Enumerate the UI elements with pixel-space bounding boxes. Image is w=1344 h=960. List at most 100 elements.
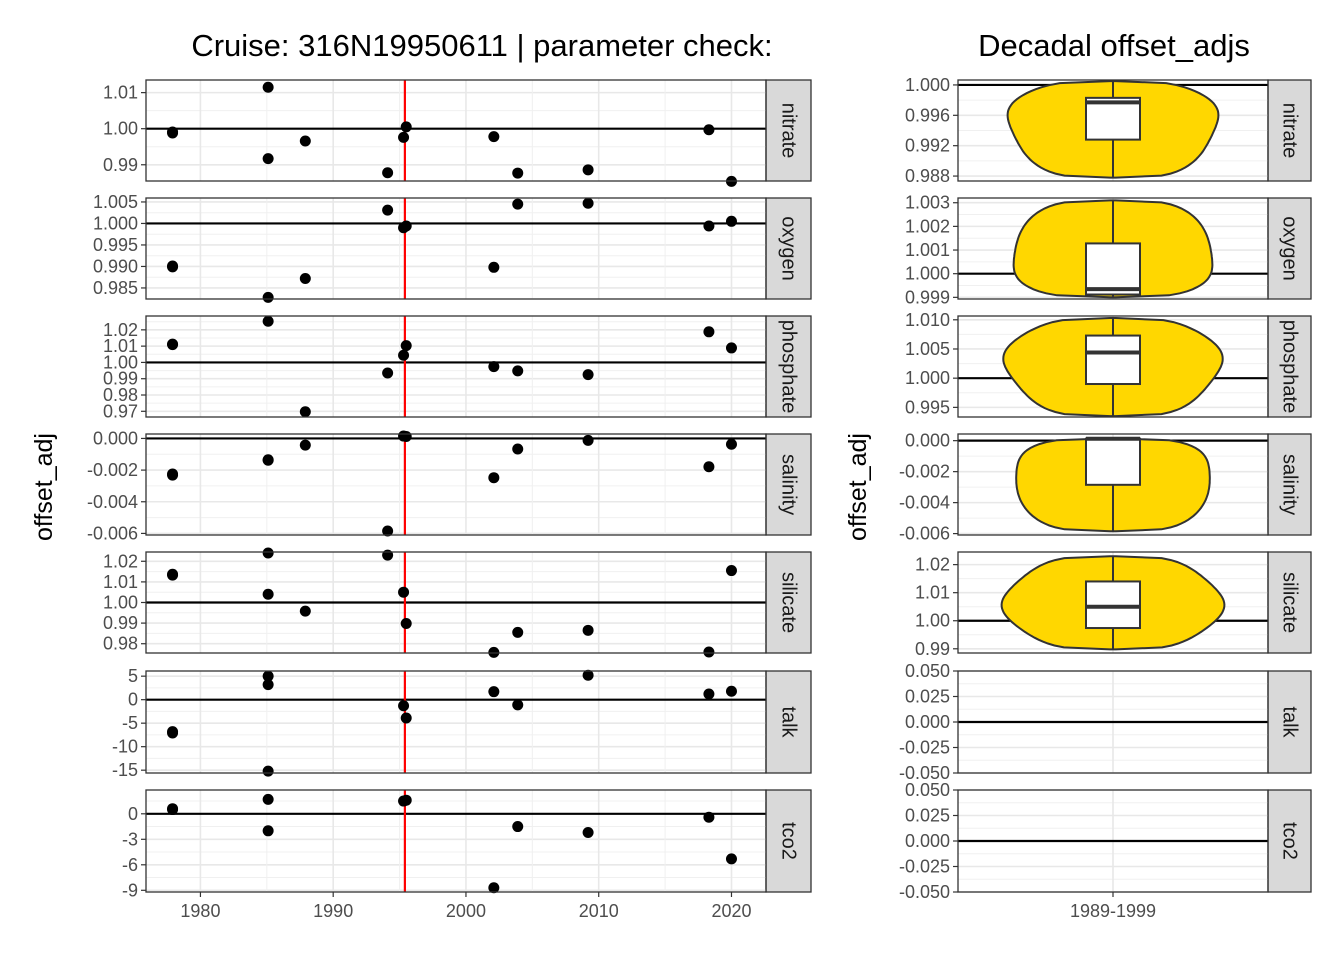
right-oxygen-y-tick-label: 0.999: [905, 287, 950, 307]
left-salinity-y-tick-label: -0.002: [87, 460, 138, 480]
left-salinity-data-point: [262, 454, 274, 466]
left-talk-panel-border: [145, 670, 767, 774]
right-oxygen-y-tick-label: 1.002: [905, 216, 950, 236]
left-talk-data-point: [262, 670, 274, 682]
right-talk-y-tick-label: 0.000: [905, 712, 950, 732]
left-facet-silicate: silicate 0.980.991.001.011.02: [103, 547, 812, 658]
left-x-tick-label: 1980: [180, 901, 220, 921]
left-nitrate-y-tick-label: 1.01: [103, 83, 138, 103]
left-y-axis-label: offset_adj: [30, 433, 58, 541]
left-talk-data-point: [398, 700, 410, 712]
right-talk-y-tick-label: 0.025: [905, 687, 950, 707]
right-silicate-panel-border: [957, 551, 1269, 654]
left-x-tick-label: 2020: [711, 901, 751, 921]
right-phosphate-panel-border: [957, 315, 1269, 418]
left-nitrate-data-point: [299, 135, 311, 147]
right-oxygen-y-tick-label: 1.001: [905, 240, 950, 260]
left-talk-data-point: [512, 699, 524, 711]
left-oxygen-y-tick-label: 1.000: [93, 213, 138, 233]
left-talk-y-tick-label: 5: [128, 666, 138, 686]
left-nitrate-data-point: [262, 153, 274, 165]
right-silicate-y-tick-label: 0.99: [915, 639, 950, 659]
left-talk-y-tick-label: -5: [122, 713, 138, 733]
left-phosphate-y-tick-label: 1.02: [103, 320, 138, 340]
left-phosphate-panel-border: [145, 315, 767, 418]
left-oxygen-strip: [765, 197, 812, 300]
right-facet-salinity: salinity -0.006 -0.004 -0.002 0.000: [899, 431, 1312, 544]
right-nitrate-y-tick-label: 0.992: [905, 136, 950, 156]
left-facet-tco2: tco2 -9 -6 -3 0: [122, 789, 812, 900]
left-phosphate-y-tick-label: 0.99: [103, 369, 138, 389]
left-talk-data-point: [488, 686, 500, 698]
left-phosphate-y-tick-label: 1.01: [103, 336, 138, 356]
left-silicate-data-point: [398, 586, 410, 598]
left-talk-strip-label: talk: [778, 706, 800, 738]
left-oxygen-y-tick-label: 0.985: [93, 278, 138, 298]
left-tco2-data-point: [167, 804, 179, 816]
left-talk-y-tick-label: -10: [112, 737, 138, 757]
left-phosphate-strip-label: phosphate: [778, 320, 800, 413]
right-talk-y-tick-label: 0.050: [905, 661, 950, 681]
left-phosphate-panel-background: [146, 316, 766, 417]
right-tco2-strip-label: tco2: [1279, 822, 1301, 860]
left-tco2-y-tick-label: 0: [128, 804, 138, 824]
left-silicate-data-point: [167, 569, 179, 581]
right-silicate-y-tick-label: 1.02: [915, 555, 950, 575]
left-chart-title: Cruise: 316N19950611 | parameter check:: [191, 28, 772, 63]
right-salinity-y-tick-label: -0.006: [899, 524, 950, 544]
left-salinity-data-point: [167, 469, 179, 481]
left-talk-panel-background: [146, 671, 766, 773]
left-salinity-strip-label: salinity: [778, 454, 800, 515]
left-tco2-y-tick-label: -9: [122, 880, 138, 900]
left-silicate-data-point: [725, 565, 737, 577]
right-salinity-y-tick-label: -0.002: [899, 462, 950, 482]
left-silicate-data-point: [299, 605, 311, 617]
left-nitrate-data-point: [398, 131, 410, 143]
left-x-tick-label: 2000: [446, 901, 486, 921]
left-tco2-data-point: [703, 811, 715, 823]
left-salinity-y-tick-label: -0.004: [87, 492, 138, 512]
left-talk-data-point: [262, 679, 274, 691]
right-tco2-y-tick-label: -0.025: [899, 857, 950, 877]
left-tco2-data-point: [582, 827, 594, 838]
left-oxygen-data-point: [382, 204, 394, 216]
left-nitrate-data-point: [488, 131, 500, 143]
left-oxygen-panel-border: [145, 197, 767, 300]
right-oxygen-panel-border: [957, 197, 1269, 300]
left-salinity-y-tick-label: -0.006: [87, 523, 138, 543]
left-oxygen-data-point: [725, 215, 737, 227]
left-salinity-data-point: [725, 438, 737, 450]
right-salinity-panel-border: [957, 433, 1269, 536]
left-silicate-data-point: [262, 547, 274, 559]
left-silicate-data-point: [262, 588, 274, 600]
left-phosphate-y-tick-label: 0.98: [103, 385, 138, 405]
left-oxygen-data-point: [299, 272, 311, 284]
right-y-axis-label: offset_adj: [844, 433, 872, 541]
left-nitrate-panel-border: [145, 79, 767, 182]
left-phosphate-data-point: [703, 326, 715, 338]
left-silicate-strip-label: silicate: [778, 572, 800, 633]
left-oxygen-y-tick-label: 1.005: [93, 192, 138, 212]
right-phosphate-y-tick-label: 1.010: [905, 310, 950, 330]
left-salinity-panel-border: [145, 433, 767, 536]
left-talk-data-point: [262, 765, 274, 777]
right-nitrate-y-tick-label: 0.996: [905, 105, 950, 125]
right-silicate-y-tick-label: 1.00: [915, 611, 950, 631]
right-tco2-y-tick-label: 0.000: [905, 831, 950, 851]
left-facet-salinity: salinity -0.006 -0.004 -0.002 0.000: [87, 428, 812, 543]
right-phosphate-y-tick-label: 0.995: [905, 397, 950, 417]
right-tco2-y-tick-label: 0.025: [905, 806, 950, 826]
left-phosphate-data-point: [382, 367, 394, 379]
left-nitrate-data-point: [382, 167, 394, 179]
right-oxygen-y-tick-label: 1.000: [905, 264, 950, 284]
left-phosphate-data-point: [512, 365, 524, 377]
right-phosphate-box: [1085, 334, 1141, 386]
right-oxygen-y-tick-label: 1.003: [905, 193, 950, 213]
left-phosphate-data-point: [582, 369, 594, 381]
left-nitrate-y-tick-label: 0.99: [103, 155, 138, 175]
right-nitrate-y-tick-label: 0.988: [905, 166, 950, 186]
right-oxygen-box: [1085, 242, 1141, 296]
left-phosphate-data-point: [488, 361, 500, 373]
left-phosphate-data-point: [725, 342, 737, 354]
left-nitrate-strip-label: nitrate: [778, 103, 800, 159]
